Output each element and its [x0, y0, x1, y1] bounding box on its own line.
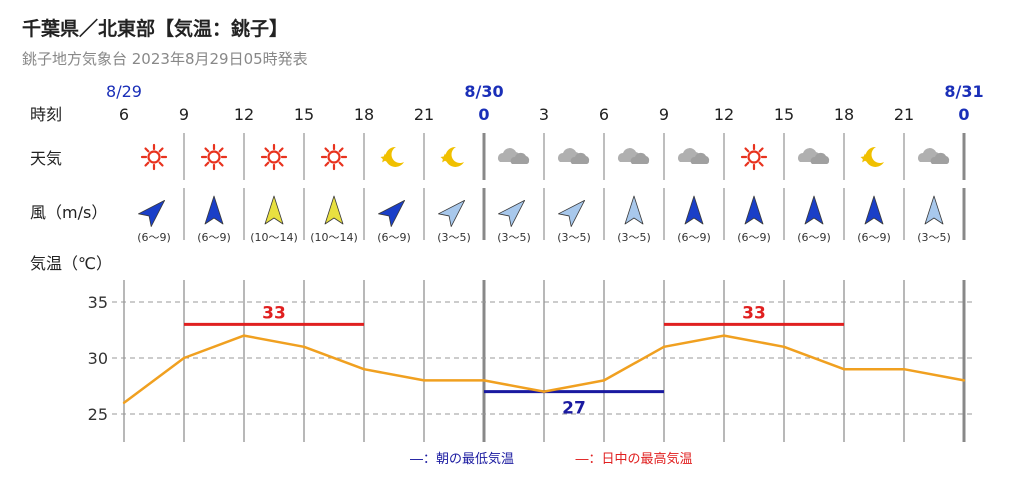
temperature-point: [662, 345, 666, 348]
temperature-point: [482, 379, 486, 382]
wind-speed-label: (3～5): [497, 231, 531, 244]
wind-speed-label: (10～14): [250, 231, 298, 244]
wind-speed-label: (6～9): [677, 231, 711, 244]
y-tick-label: 25: [88, 405, 108, 424]
hour-label: 3: [539, 105, 549, 124]
wind-arrow-icon: [804, 195, 824, 225]
moon-star-icon: [440, 146, 464, 167]
wind-speed-label: (6～9): [377, 231, 411, 244]
wind-speed-label: (6～9): [857, 231, 891, 244]
temperature-point: [422, 379, 426, 382]
wind-speed-label: (6～9): [197, 231, 231, 244]
wind-arrow-icon: [558, 199, 586, 227]
date-label: 8/29: [106, 82, 142, 101]
temperature-point: [782, 345, 786, 348]
sun-icon: [140, 143, 168, 171]
legend-min-label: ―：朝の最低気温: [410, 451, 514, 467]
hour-label: 9: [179, 105, 189, 124]
y-tick-label: 30: [88, 349, 108, 368]
legend-max-label: ―：日中の最高気温: [575, 451, 692, 467]
hour-label: 9: [659, 105, 669, 124]
row-label-weather: 天気: [30, 149, 62, 168]
date-label: 8/31: [944, 82, 983, 101]
cloud-icon: [918, 148, 950, 164]
wind-arrow-icon: [624, 195, 644, 225]
hour-label: 21: [894, 105, 914, 124]
wind-speed-label: (3～5): [557, 231, 591, 244]
wind-arrow-icon: [684, 195, 704, 225]
max-temp-label: 33: [742, 303, 766, 323]
wind-speed-label: (6～9): [137, 231, 171, 244]
hour-label: 15: [294, 105, 314, 124]
date-label: 8/30: [464, 82, 503, 101]
moon-star-icon: [860, 146, 884, 167]
temperature-point: [962, 379, 966, 382]
row-label-wind: 風（m/s）: [30, 203, 107, 222]
hour-label: 6: [599, 105, 609, 124]
temperature-point: [242, 334, 246, 337]
wind-arrow-icon: [204, 195, 224, 225]
sun-icon: [200, 143, 228, 171]
temperature-point: [602, 379, 606, 382]
hour-label: 15: [774, 105, 794, 124]
sun-icon: [260, 143, 288, 171]
cloud-icon: [798, 148, 830, 164]
sun-icon: [320, 143, 348, 171]
cloud-icon: [618, 148, 650, 164]
hour-label: 21: [414, 105, 434, 124]
y-tick-label: 35: [88, 293, 108, 312]
cloud-icon: [678, 148, 710, 164]
cloud-icon: [558, 148, 590, 164]
wind-speed-label: (3～5): [617, 231, 651, 244]
page-title: 千葉県／北東部【気温：銚子】: [22, 18, 289, 40]
row-label-temp: 気温（℃）: [30, 254, 112, 273]
hour-label: 18: [354, 105, 374, 124]
temperature-point: [302, 345, 306, 348]
temperature-point: [902, 368, 906, 371]
wind-arrow-icon: [438, 199, 466, 227]
wind-arrow-icon: [744, 195, 764, 225]
hour-label: 0: [958, 105, 969, 124]
wind-arrow-icon: [324, 195, 344, 225]
wind-speed-label: (3～5): [917, 231, 951, 244]
max-temp-label: 33: [262, 303, 286, 323]
temperature-point: [122, 401, 126, 404]
hour-label: 12: [234, 105, 254, 124]
hour-label: 12: [714, 105, 734, 124]
temperature-point: [182, 356, 186, 360]
wind-arrow-icon: [138, 199, 166, 227]
hour-label: 18: [834, 105, 854, 124]
hour-label: 6: [119, 105, 129, 124]
wind-arrow-icon: [864, 195, 884, 225]
wind-arrow-icon: [498, 199, 526, 227]
wind-speed-label: (6～9): [737, 231, 771, 244]
temperature-point: [842, 368, 846, 371]
moon-star-icon: [380, 146, 404, 167]
wind-arrow-icon: [378, 199, 406, 227]
temperature-point: [542, 390, 546, 393]
page-subtitle: 銚子地方気象台 2023年8月29日05時発表: [22, 50, 308, 68]
wind-arrow-icon: [264, 195, 284, 225]
min-temp-label: 27: [562, 399, 586, 419]
sun-icon: [740, 143, 768, 171]
row-label-time: 時刻: [30, 105, 62, 124]
wind-speed-label: (10～14): [310, 231, 358, 244]
wind-speed-label: (6～9): [797, 231, 831, 244]
cloud-icon: [498, 148, 530, 164]
wind-arrow-icon: [924, 195, 944, 225]
temperature-point: [722, 334, 726, 337]
temperature-point: [362, 368, 366, 371]
hour-label: 0: [478, 105, 489, 124]
wind-speed-label: (3～5): [437, 231, 471, 244]
